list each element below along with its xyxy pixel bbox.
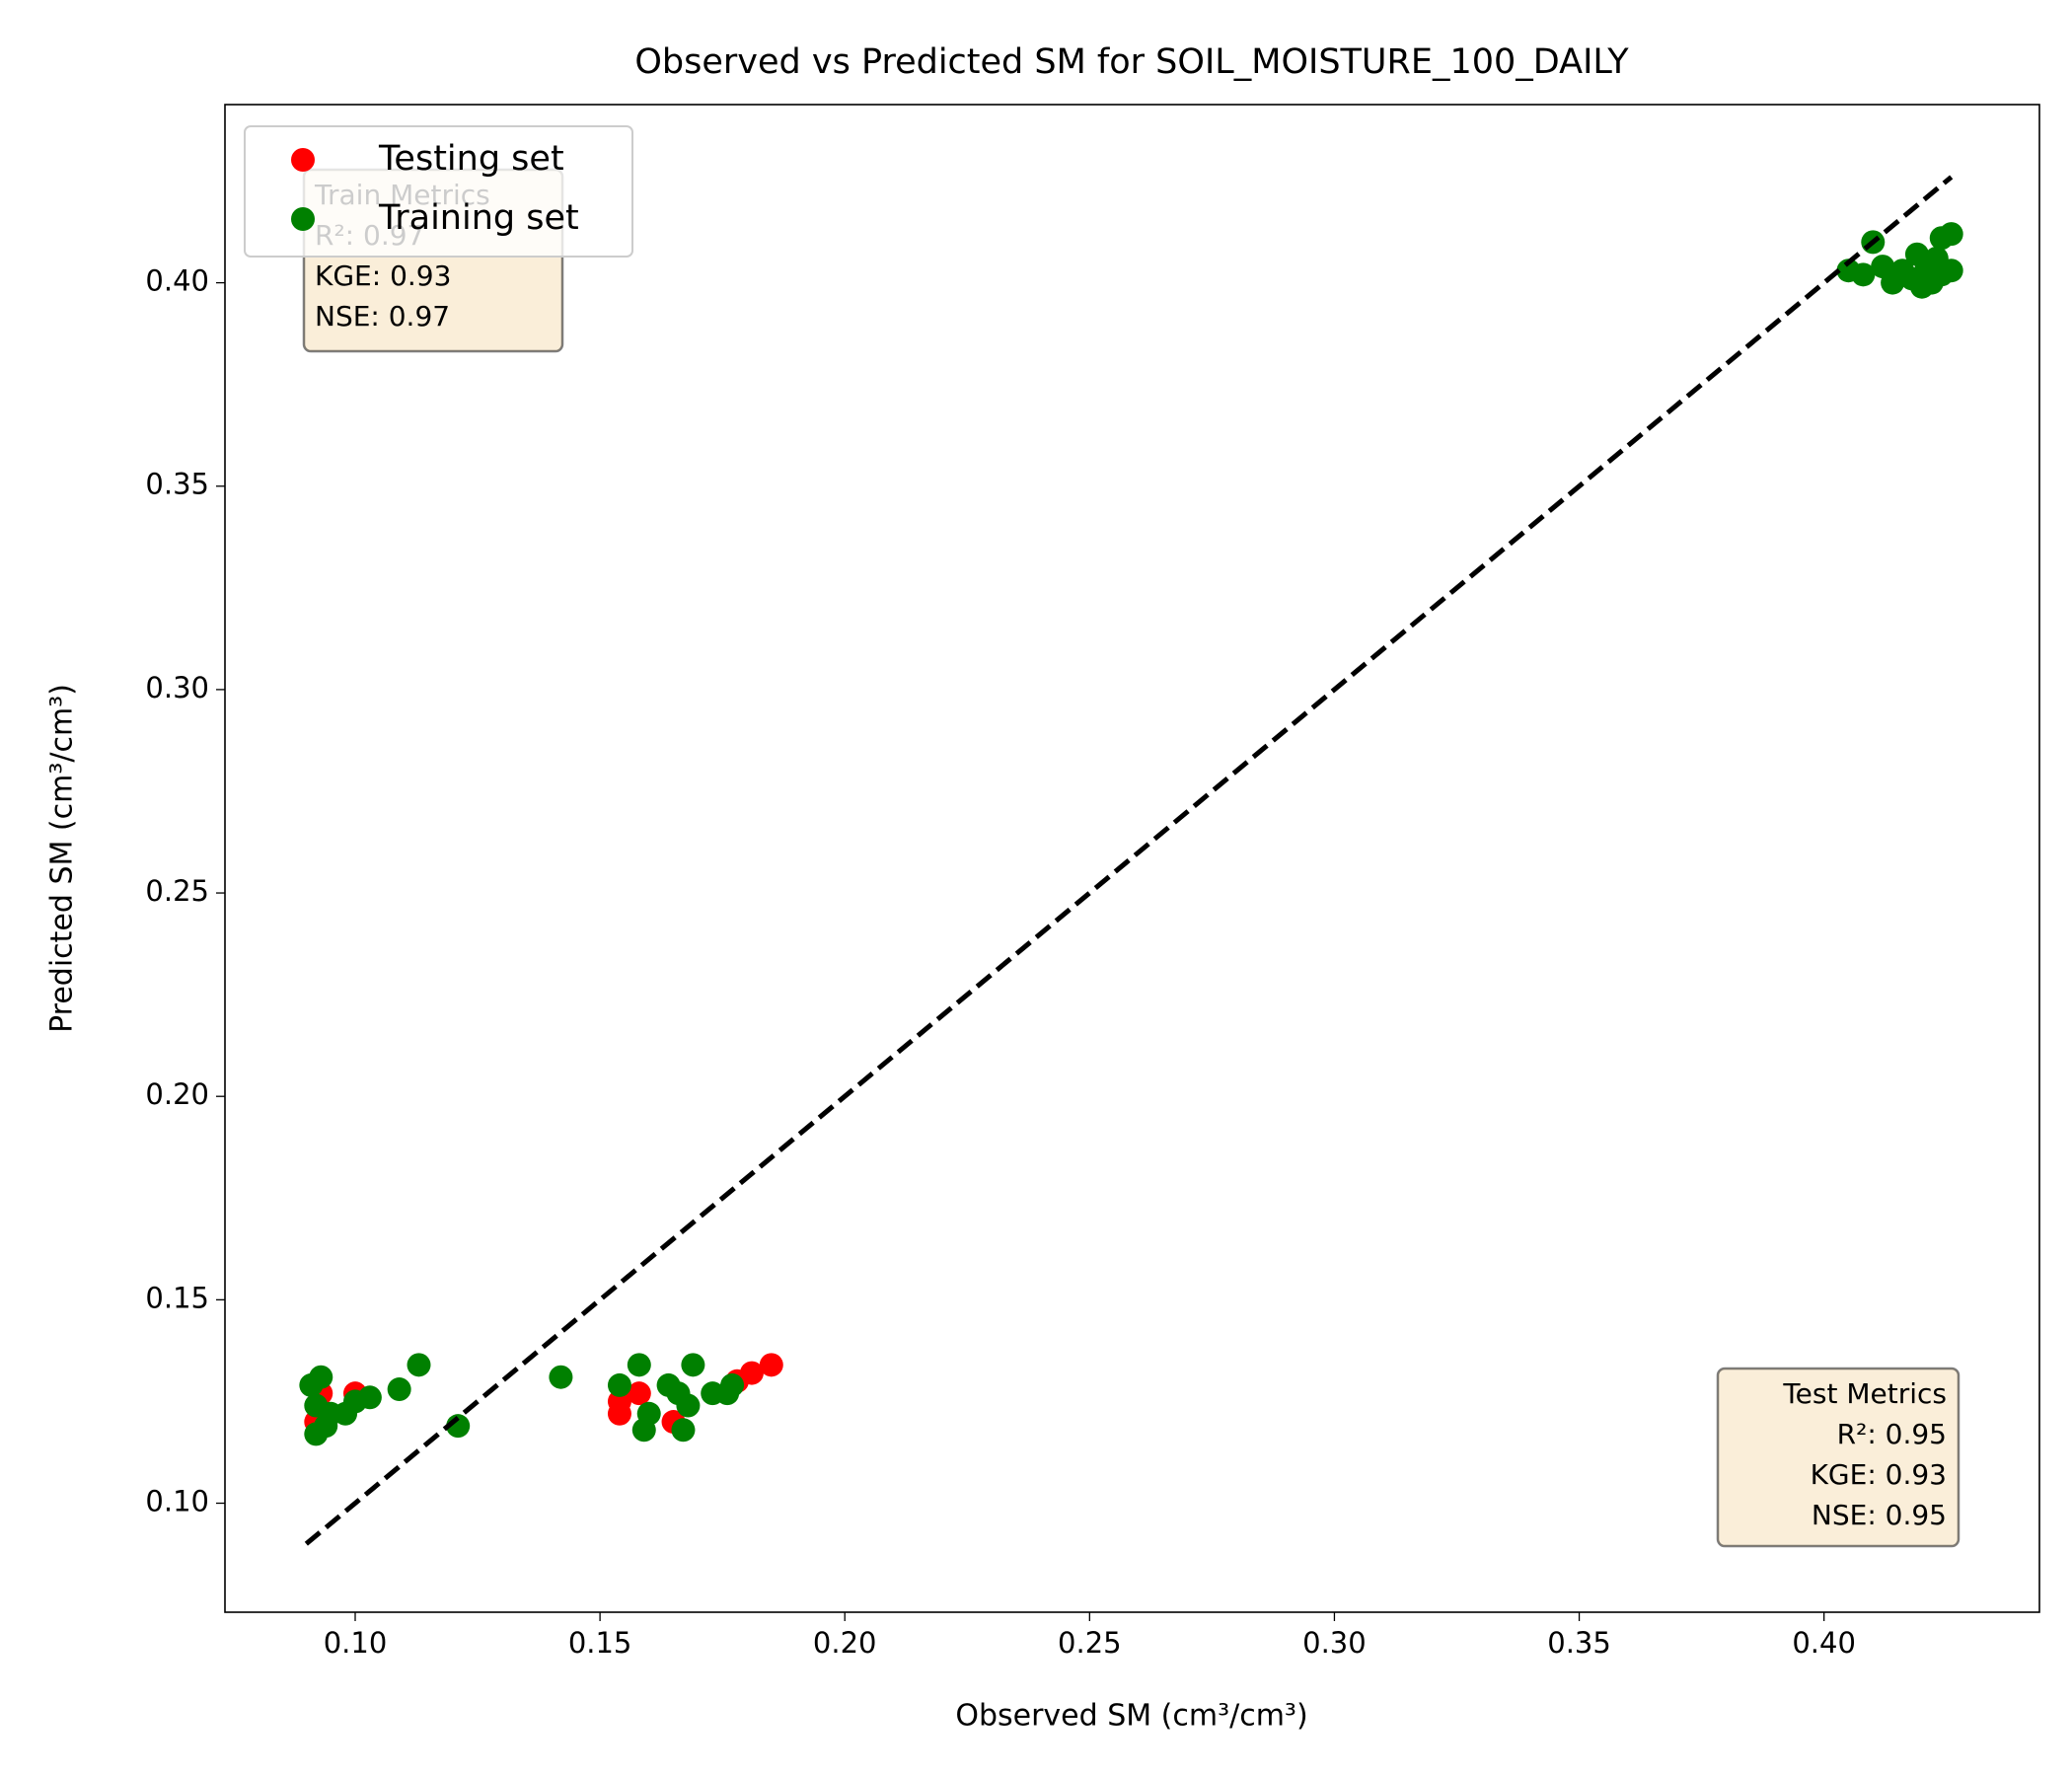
point (607, 1389, 631, 1414)
y-tick-label: 0.25 (145, 874, 209, 908)
axes-frame (224, 104, 2040, 1613)
y-tick-label: 0.30 (145, 671, 209, 704)
point (739, 1361, 764, 1385)
x-tick-label: 0.40 (1792, 1626, 1856, 1660)
y-axis-label: Predicted SM (cm³/cm³) (45, 684, 80, 1033)
point (387, 1377, 411, 1402)
x-tick-label: 0.15 (568, 1626, 632, 1660)
point (357, 1385, 382, 1410)
y-tick-label: 0.35 (145, 468, 209, 501)
point (681, 1353, 705, 1377)
x-tick-label: 0.20 (813, 1626, 877, 1660)
x-tick-label: 0.10 (324, 1626, 388, 1660)
y-tick-label: 0.15 (145, 1281, 209, 1314)
x-tick-label: 0.35 (1547, 1626, 1611, 1660)
metrics-text: R²: 0.95 (1837, 1418, 1947, 1450)
y-tick-label: 0.20 (145, 1077, 209, 1111)
point (407, 1353, 431, 1377)
y-tick-label: 0.10 (145, 1485, 209, 1518)
x-axis-label: Observed SM (cm³/cm³) (955, 1699, 1307, 1734)
point (636, 1401, 661, 1426)
point (627, 1353, 651, 1377)
point (671, 1418, 696, 1443)
metrics-text: NSE: 0.97 (315, 300, 450, 333)
metrics-text: Test Metrics (1782, 1377, 1947, 1410)
point (676, 1393, 701, 1418)
point (1939, 259, 1963, 283)
legend-label: Training set (378, 198, 579, 238)
legend-marker (291, 148, 315, 172)
point (607, 1372, 631, 1397)
y-tick-label: 0.40 (145, 264, 209, 298)
x-tick-label: 0.30 (1302, 1626, 1367, 1660)
metrics-box (1716, 1367, 1961, 1548)
point (759, 1353, 783, 1377)
point (309, 1365, 333, 1389)
point (1939, 222, 1963, 247)
reference-line (304, 175, 1954, 1546)
point (1851, 262, 1876, 287)
chart-title: Observed vs Predicted SM for SOIL_MOISTU… (634, 42, 1629, 82)
legend-label: Testing set (378, 139, 564, 179)
point (549, 1365, 573, 1389)
legend-marker (291, 207, 315, 231)
x-tick-label: 0.25 (1058, 1626, 1122, 1660)
point (720, 1372, 745, 1397)
metrics-text: KGE: 0.93 (1811, 1458, 1947, 1491)
metrics-text: NSE: 0.95 (1812, 1499, 1947, 1531)
metrics-text: KGE: 0.93 (315, 259, 451, 292)
point (627, 1381, 651, 1406)
legend-box (244, 125, 633, 258)
